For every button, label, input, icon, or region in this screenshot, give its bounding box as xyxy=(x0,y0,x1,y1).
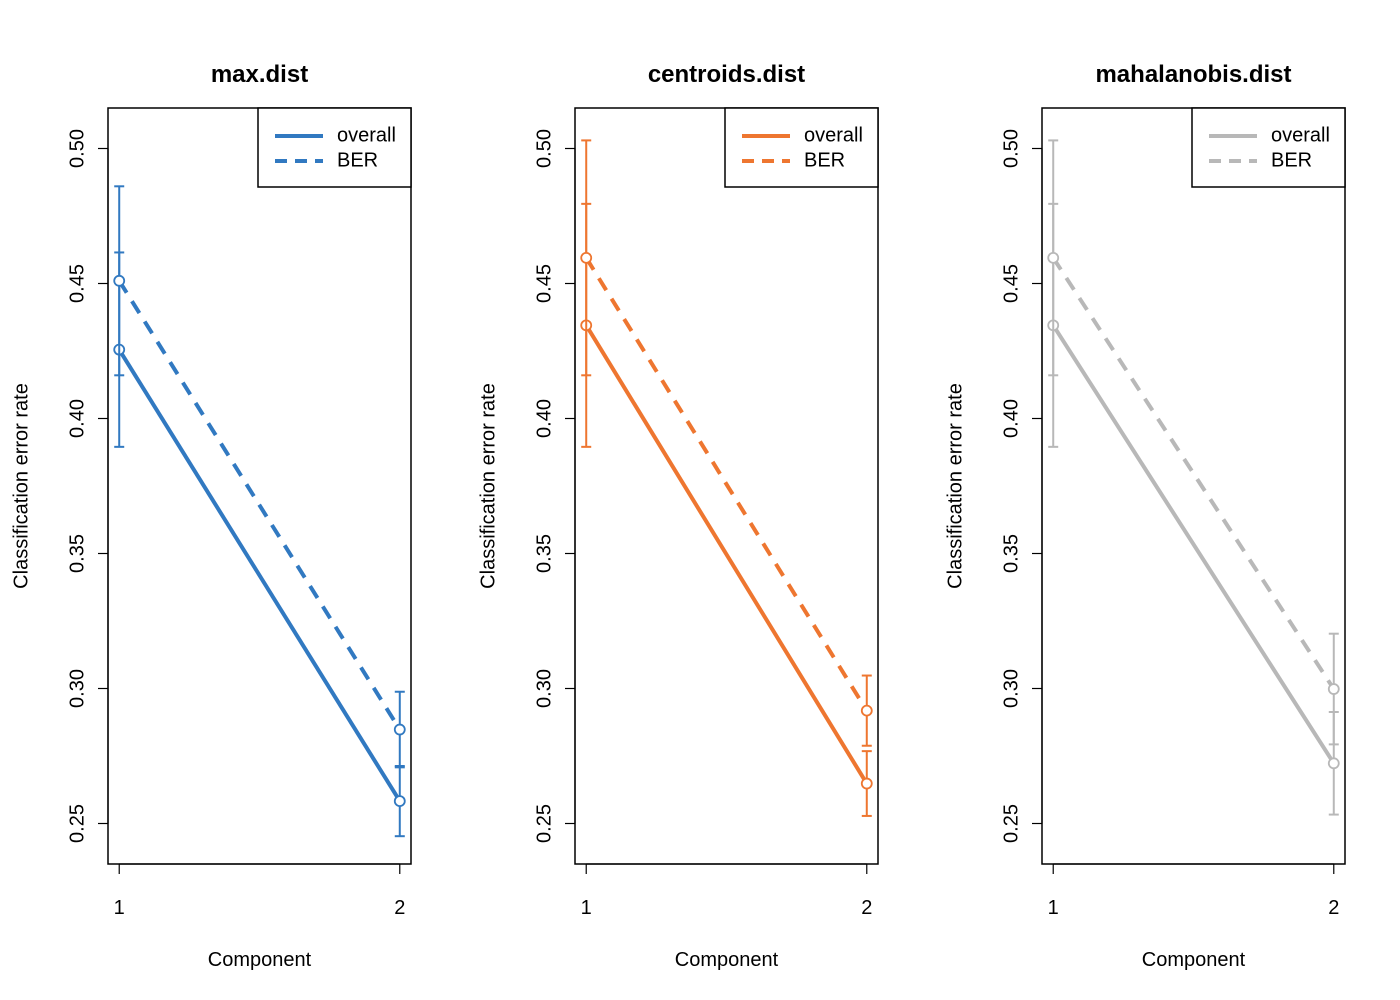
legend-box xyxy=(1191,107,1346,188)
data-point xyxy=(113,274,126,287)
y-tick-label: 0.35 xyxy=(1000,534,1022,573)
y-tick-label: 0.45 xyxy=(533,264,555,303)
x-axis-title: Component xyxy=(208,949,312,971)
y-axis-title: Classification error rate xyxy=(10,383,32,589)
x-tick-label: 2 xyxy=(1328,897,1339,919)
x-tick-label: 2 xyxy=(861,897,872,919)
y-tick-label: 0.30 xyxy=(66,669,88,708)
data-point xyxy=(393,795,406,807)
data-point xyxy=(860,777,873,790)
y-tick-label: 0.35 xyxy=(533,534,555,573)
series-line-ber xyxy=(584,256,869,712)
chart-panel-1: max.dist 0.25 0.30 0.35 0.40 0.45 0.50 1 2 Compon… xyxy=(10,61,412,971)
x-tick-label: 2 xyxy=(394,897,405,919)
y-tick-label: 0.25 xyxy=(1000,804,1022,843)
data-point xyxy=(1327,757,1340,770)
chart-title: max.dist xyxy=(211,61,308,88)
data-point xyxy=(1047,251,1060,264)
y-tick-label: 0.40 xyxy=(533,399,555,438)
legend-label: overall xyxy=(804,124,863,146)
y-tick-label: 0.45 xyxy=(66,264,88,303)
chart-panel-2: centroids.dist 0.25 0.30 0.35 0.40 0.45 0.50 1 2… xyxy=(477,61,879,971)
data-point xyxy=(860,704,873,717)
chart-title: mahalanobis.dist xyxy=(1095,61,1291,88)
legend-box xyxy=(257,107,412,188)
x-axis-title: Component xyxy=(1142,949,1246,971)
y-axis-title: Classification error rate xyxy=(477,383,499,589)
y-tick-label: 0.40 xyxy=(1000,399,1022,438)
chart-title: centroids.dist xyxy=(648,61,805,88)
x-axis-title: Component xyxy=(675,949,779,971)
legend: overall BER xyxy=(257,107,412,188)
x-tick-label: 1 xyxy=(1048,897,1059,919)
chart-panel-3: mahalanobis.dist 0.25 0.30 0.35 0.40 0.45 0.50… xyxy=(944,61,1346,971)
legend: overall BER xyxy=(724,107,879,188)
legend-label: overall xyxy=(337,124,396,146)
y-axis-title: Classification error rate xyxy=(944,383,966,589)
legend-label: overall xyxy=(1271,124,1330,146)
y-tick-label: 0.35 xyxy=(66,534,88,573)
y-tick-label: 0.50 xyxy=(66,129,88,168)
series-line-ber xyxy=(1051,256,1336,691)
y-tick-label: 0.25 xyxy=(66,804,88,843)
plot-frame xyxy=(107,107,412,865)
y-tick-label: 0.45 xyxy=(1000,264,1022,303)
legend-box xyxy=(724,107,879,188)
plot-frame xyxy=(1041,107,1346,865)
data-point xyxy=(580,251,593,264)
data-point xyxy=(1327,683,1340,695)
series-line-overall xyxy=(1051,324,1336,765)
x-tick-label: 1 xyxy=(114,897,125,919)
data-point xyxy=(393,723,406,736)
y-tick-label: 0.25 xyxy=(533,804,555,843)
y-tick-label: 0.50 xyxy=(1000,129,1022,168)
series-line-ber xyxy=(117,279,402,731)
y-tick-label: 0.30 xyxy=(1000,669,1022,708)
legend-label: BER xyxy=(1271,149,1312,171)
y-tick-label: 0.30 xyxy=(533,669,555,708)
legend-label: BER xyxy=(804,149,845,171)
y-tick-label: 0.40 xyxy=(66,399,88,438)
legend-label: BER xyxy=(337,149,378,171)
series-line-overall xyxy=(584,324,869,785)
y-tick-label: 0.50 xyxy=(533,129,555,168)
series-line-overall xyxy=(117,348,402,803)
x-tick-label: 1 xyxy=(581,897,592,919)
legend: overall BER xyxy=(1191,107,1346,188)
